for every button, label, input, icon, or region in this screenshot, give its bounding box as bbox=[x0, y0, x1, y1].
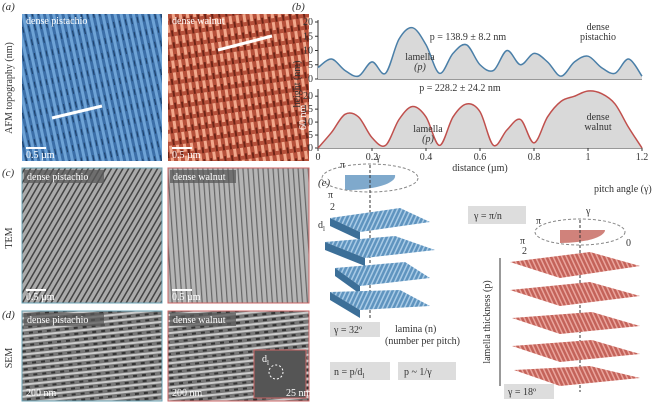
sample-word: dense bbox=[587, 22, 610, 33]
angle-label: 2 bbox=[330, 202, 335, 213]
x-tick-label: 0.6 bbox=[474, 152, 487, 163]
panel-label: (d) bbox=[2, 309, 15, 321]
y-tick-label: 0 bbox=[308, 74, 313, 85]
inset-circle bbox=[268, 364, 284, 380]
x-tick-label: 1 bbox=[586, 152, 591, 163]
image-label: dense walnut bbox=[173, 172, 226, 183]
y-label: SEM bbox=[4, 348, 15, 369]
lamella-sub: (p) bbox=[414, 62, 426, 73]
label-bg bbox=[504, 384, 554, 399]
sample-label: dense pistachio bbox=[580, 22, 616, 43]
y-tick-label: 10 bbox=[303, 46, 313, 57]
x-tick-label: 0.4 bbox=[420, 152, 433, 163]
panel-label: (b) bbox=[292, 1, 305, 13]
afm-image bbox=[168, 14, 309, 161]
y-tick-label: 0 bbox=[308, 143, 313, 154]
afm-image bbox=[22, 14, 162, 161]
gamma-eq: γ = π/n bbox=[473, 211, 502, 222]
lamella-label: lamella (p) bbox=[405, 52, 435, 73]
x-tick-label: 0.2 bbox=[366, 152, 379, 163]
x-tick-label: 0 bbox=[316, 152, 321, 163]
line bbox=[317, 26, 643, 78]
sample-word: pistachio bbox=[580, 32, 616, 43]
scale-label: 0.5 µm bbox=[172, 292, 201, 303]
scale-label: 0.5 µm bbox=[26, 292, 55, 303]
angle-label: γ bbox=[585, 206, 591, 217]
sample-word: dense bbox=[587, 112, 610, 123]
angle-label: π bbox=[328, 190, 333, 201]
lamella-sub: (p) bbox=[422, 134, 434, 145]
label-bg bbox=[330, 322, 380, 337]
right-stack bbox=[499, 218, 640, 392]
angle-label: 2 bbox=[522, 246, 527, 257]
y-label: AFM topography (nm) bbox=[4, 42, 15, 134]
annotation: p = 228.2 ± 24.2 nm bbox=[419, 83, 501, 94]
label-bg bbox=[330, 362, 390, 380]
y-tick-label: 5 bbox=[308, 60, 313, 71]
scan-line bbox=[217, 34, 273, 52]
x-tick-label: 0.8 bbox=[528, 152, 541, 163]
pitch-label: pitch angle (γ) bbox=[594, 184, 652, 195]
y-tick-label: 5 bbox=[308, 130, 313, 141]
angle-label: γ bbox=[375, 152, 381, 163]
gamma-left: γ = 32º bbox=[333, 325, 362, 336]
n-eq: n = p/dl bbox=[334, 367, 364, 380]
label-bg bbox=[170, 170, 236, 183]
thickness-label: lamella thickness (p) bbox=[482, 280, 493, 363]
y-tick-label: 15 bbox=[303, 104, 313, 115]
dl-label: dl bbox=[318, 220, 325, 233]
gamma-right: γ = 18º bbox=[507, 387, 536, 398]
tem-image bbox=[21, 167, 163, 304]
x-label: distance (µm) bbox=[452, 163, 507, 174]
lamina-sub: (number per pitch) bbox=[385, 336, 460, 347]
scale-label: 25 nm bbox=[286, 388, 312, 399]
area bbox=[318, 90, 642, 148]
image-label: dense walnut bbox=[173, 315, 226, 326]
tem-image bbox=[167, 167, 310, 304]
annotation: p = 138.9 ± 8.2 nm bbox=[430, 32, 507, 43]
image-label: dense walnut bbox=[172, 16, 225, 27]
y-tick-label: 10 bbox=[303, 117, 313, 128]
y-tick-label: 20 bbox=[303, 17, 313, 28]
sample-label: dense walnut bbox=[584, 112, 611, 133]
left-stack bbox=[321, 163, 435, 320]
label-bg bbox=[24, 170, 104, 183]
lamella: lamella bbox=[413, 124, 443, 135]
y-label: TEM bbox=[4, 227, 15, 248]
scale-label: 200 nm bbox=[172, 388, 203, 399]
image-label: dense pistachio bbox=[27, 172, 88, 183]
line bbox=[317, 90, 643, 149]
y-tick-label: 15 bbox=[303, 31, 313, 42]
inset bbox=[253, 349, 307, 399]
p-eq: p ~ 1/γ bbox=[404, 367, 432, 378]
angle-label: π bbox=[520, 236, 525, 247]
image-label: dense pistachio bbox=[27, 315, 88, 326]
x-tick-label: 1.2 bbox=[636, 152, 649, 163]
colorbar-label: 60 nm bbox=[298, 105, 309, 131]
scan-line bbox=[51, 104, 103, 120]
image-label: dense pistachio bbox=[26, 16, 87, 27]
panel-label: (e) bbox=[318, 177, 331, 189]
scale-label: 200 nm bbox=[26, 388, 57, 399]
angle-label: π bbox=[340, 160, 345, 171]
label-bg bbox=[468, 206, 526, 224]
label-bg bbox=[170, 313, 236, 326]
panel-label: (a) bbox=[2, 1, 15, 13]
angle-label: π bbox=[536, 216, 541, 227]
scale-label: 0.5 µm bbox=[26, 150, 55, 161]
lamina-label: lamina (n) bbox=[395, 324, 436, 335]
scale-label: 0.5 µm bbox=[172, 150, 201, 161]
label-bg bbox=[398, 362, 456, 380]
lamella-label: lamella (p) bbox=[413, 124, 443, 145]
y-tick-label: 20 bbox=[303, 91, 313, 102]
lamella: lamella bbox=[405, 52, 435, 63]
angle-label: 0 bbox=[626, 238, 631, 249]
panel-label: (c) bbox=[2, 167, 15, 179]
inset-label: dl bbox=[262, 354, 269, 367]
y-label: height (nm) bbox=[292, 61, 303, 108]
sample-word: walnut bbox=[584, 122, 611, 133]
label-bg bbox=[24, 313, 104, 326]
